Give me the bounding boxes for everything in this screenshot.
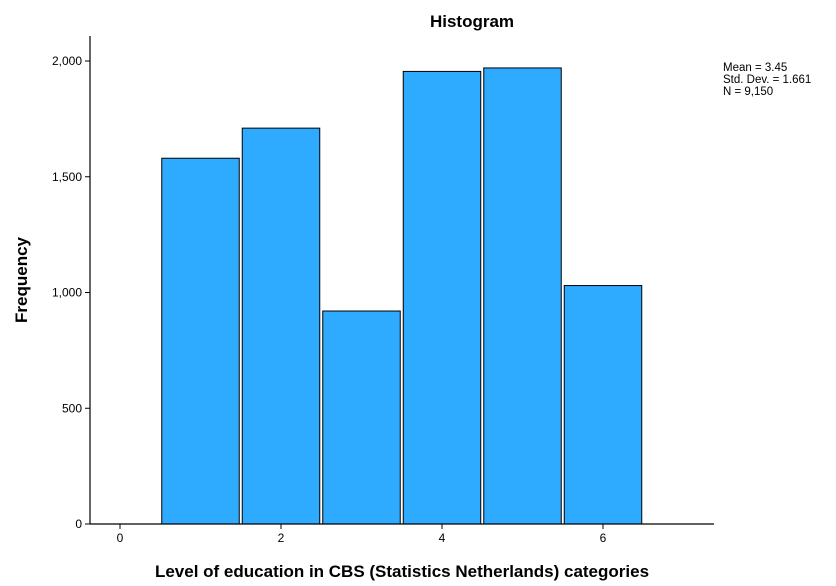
y-tick-label: 2,000	[52, 54, 82, 68]
stats-std-dev: Std. Dev. = 1.661	[723, 74, 811, 86]
histogram-bar	[483, 67, 562, 525]
y-tick-label: 0	[75, 517, 82, 531]
y-tick-label: 1,500	[52, 170, 82, 184]
x-tick-label: 6	[600, 531, 607, 545]
x-ticks-group: 0 2 4 6	[117, 524, 607, 545]
y-tick-label: 500	[62, 401, 82, 415]
x-tick-label: 2	[278, 531, 285, 545]
x-tick-label: 4	[439, 531, 446, 545]
histogram-bar	[402, 70, 482, 525]
stats-n: N = 9,150	[723, 86, 773, 98]
histogram-bar	[241, 127, 321, 525]
x-axis-title: Level of education in CBS (Statistics Ne…	[155, 562, 649, 581]
bars-group	[161, 67, 643, 525]
y-ticks-group: 0 500 1,000 1,500 2,000	[52, 54, 90, 531]
stats-mean: Mean = 3.45	[723, 62, 787, 74]
x-tick-label: 0	[117, 531, 124, 545]
y-tick-label: 1,000	[52, 286, 82, 300]
chart-title: Histogram	[430, 12, 514, 31]
histogram-bar	[563, 285, 643, 525]
histogram-bar	[322, 310, 401, 525]
histogram-bar	[161, 157, 240, 525]
y-axis-title: Frequency	[12, 236, 31, 323]
